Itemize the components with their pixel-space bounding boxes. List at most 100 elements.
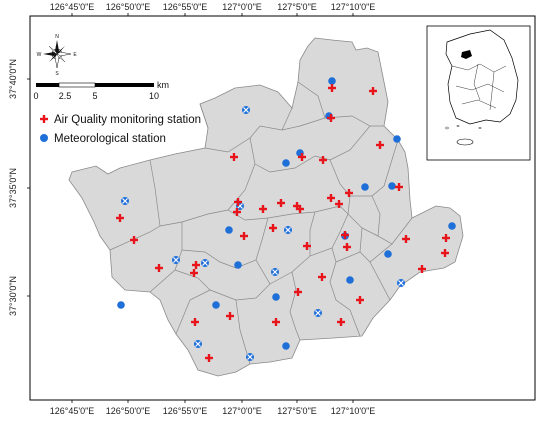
compass-n: N	[55, 34, 59, 40]
air-quality-station	[327, 194, 335, 202]
meteo-station	[282, 159, 290, 167]
district-boundaries	[109, 81, 413, 365]
air-quality-station	[205, 354, 213, 362]
air-quality-station	[272, 318, 280, 326]
air-quality-station	[376, 141, 384, 149]
meteo-station	[282, 342, 290, 350]
air-quality-station	[230, 153, 238, 161]
legend: Air Quality monitoring station Meteorolo…	[40, 114, 201, 145]
bottom-label-5: 127°5'0"E	[277, 406, 317, 416]
top-label-1: 126°45'0"E	[50, 2, 95, 12]
air-quality-station	[318, 273, 326, 281]
left-label-3: 37°30'0"N	[8, 276, 18, 316]
legend-air-quality-icon	[40, 115, 48, 123]
meteo-station	[225, 226, 233, 234]
seoul-boundary	[68, 37, 464, 377]
co-located-station	[201, 259, 209, 267]
air-quality-station	[191, 318, 199, 326]
left-ticks	[27, 78, 30, 297]
left-label-1: 37°40'0"N	[8, 59, 18, 99]
air-quality-station	[369, 87, 377, 95]
bottom-label-3: 126°55'0"E	[163, 406, 208, 416]
bottom-label-2: 126°50'0"E	[106, 406, 151, 416]
compass-s: S	[55, 71, 59, 77]
bottom-label-1: 126°45'0"E	[50, 406, 95, 416]
meteo-station	[361, 183, 369, 191]
bottom-label-4: 127°0'0"E	[222, 406, 262, 416]
air-quality-station	[269, 224, 277, 232]
top-label-5: 127°5'0"E	[277, 2, 317, 12]
air-quality-station	[294, 288, 302, 296]
air-quality-station	[441, 249, 449, 257]
air-quality-station	[234, 198, 242, 206]
air-quality-station	[293, 202, 301, 210]
air-quality-station	[296, 205, 304, 213]
air-quality-station	[345, 189, 353, 197]
air-quality-station	[395, 183, 403, 191]
meteo-station	[234, 261, 242, 269]
compass-icon: N S E W	[37, 34, 78, 77]
co-located-station	[314, 309, 322, 317]
top-label-2: 126°50'0"E	[106, 2, 151, 12]
co-located-station	[194, 340, 202, 348]
air-quality-station	[277, 199, 285, 207]
co-located-stations	[121, 106, 405, 361]
meteo-station	[328, 77, 336, 85]
air-quality-station	[356, 296, 364, 304]
air-quality-station	[155, 264, 163, 272]
top-label-3: 126°55'0"E	[163, 2, 208, 12]
co-located-station	[246, 353, 254, 361]
meteo-station	[393, 135, 401, 143]
meteo-station	[212, 301, 220, 309]
air-quality-station	[328, 84, 336, 92]
meteo-station	[388, 182, 396, 190]
meteo-station	[272, 293, 280, 301]
air-quality-stations	[116, 84, 450, 362]
co-located-station	[172, 256, 180, 264]
air-quality-station	[226, 312, 234, 320]
air-quality-station	[259, 205, 267, 213]
left-label-2: 37°35'0"N	[8, 168, 18, 208]
air-quality-station	[341, 231, 349, 239]
air-quality-station	[298, 153, 306, 161]
meteo-station	[384, 250, 392, 258]
scale-bar: 0 2.5 5 10 km	[33, 80, 169, 101]
air-quality-station	[442, 234, 450, 242]
scale-label-0: 0	[33, 91, 38, 101]
co-located-station	[397, 279, 405, 287]
air-quality-station	[240, 232, 248, 240]
co-located-station	[121, 197, 129, 205]
co-located-station	[271, 268, 279, 276]
top-label-4: 127°0'0"E	[222, 2, 262, 12]
legend-meteorological-icon	[40, 134, 48, 142]
air-quality-station	[418, 265, 426, 273]
air-quality-station	[233, 208, 241, 216]
meteo-station	[346, 276, 354, 284]
air-quality-station	[402, 235, 410, 243]
air-quality-station	[192, 261, 200, 269]
meteo-station	[448, 222, 456, 230]
scale-label-3: 10	[149, 91, 159, 101]
legend-meteorological-label: Meteorological station	[54, 133, 166, 145]
top-ticks	[71, 13, 354, 16]
scale-label-1: 2.5	[59, 91, 72, 101]
air-quality-station	[130, 236, 138, 244]
scale-label-2: 5	[92, 91, 97, 101]
scale-unit: km	[157, 80, 169, 90]
inset-seoul-marker	[461, 50, 472, 59]
air-quality-station	[190, 269, 198, 277]
top-label-6: 127°10'0"E	[331, 2, 376, 12]
bottom-ticks	[71, 400, 354, 403]
air-quality-station	[335, 200, 343, 208]
co-located-station	[242, 106, 250, 114]
air-quality-station	[116, 214, 124, 222]
meteo-station	[117, 301, 125, 309]
legend-air-quality-label: Air Quality monitoring station	[54, 114, 201, 126]
bottom-label-6: 127°10'0"E	[331, 406, 376, 416]
inset-map-korea	[426, 25, 531, 161]
compass-e: E	[73, 52, 77, 58]
air-quality-station	[337, 318, 345, 326]
air-quality-station	[343, 243, 351, 251]
co-located-station	[284, 226, 292, 234]
